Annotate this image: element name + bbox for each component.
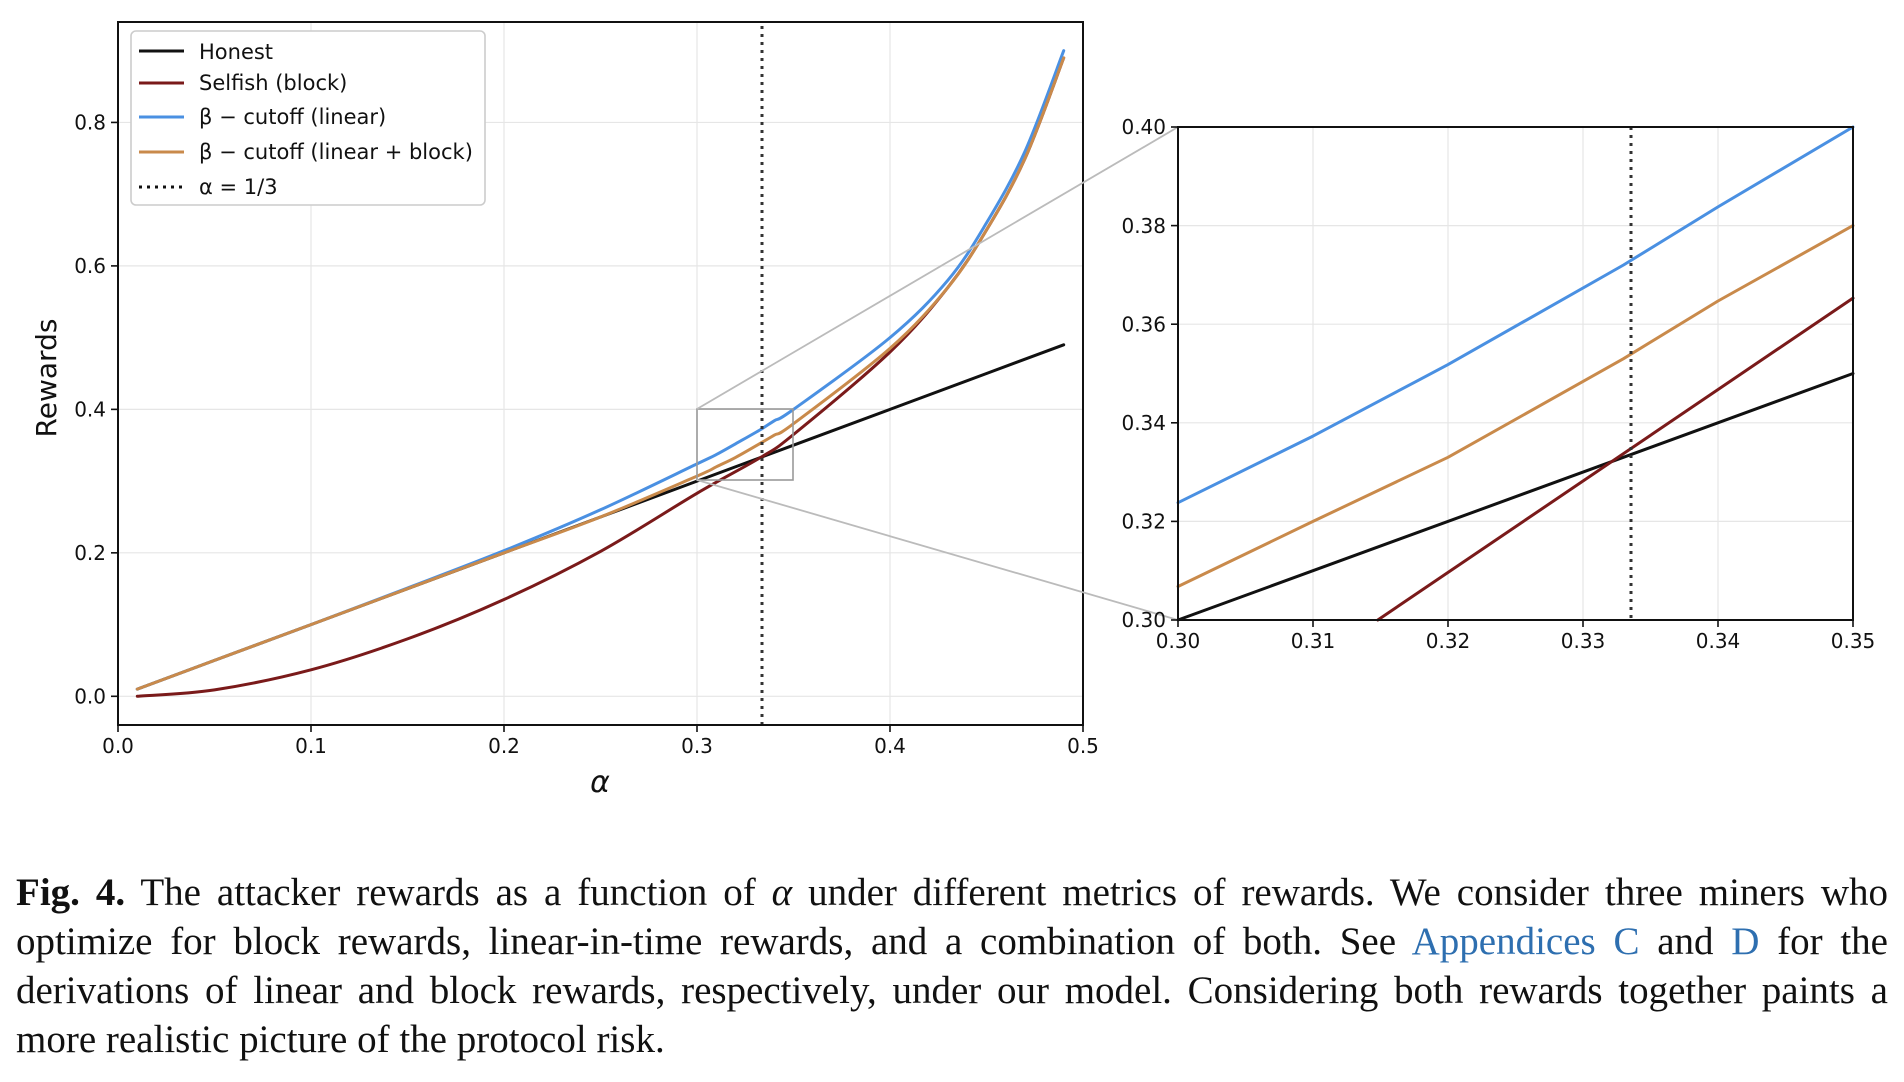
main-x-tick-label: 0.0 [102,734,134,758]
main-series-beta-linear-block [135,56,1066,691]
main-x-tick-label: 0.2 [488,734,520,758]
caption-link-appendix-d[interactable]: D [1731,920,1760,963]
zoom-y-tick-label: 0.40 [1121,115,1166,139]
zoom-series-honest [1176,372,1855,622]
zoom-connector-top [696,126,1179,410]
figure-caption: Fig. 4. The attacker rewards as a functi… [16,868,1888,1064]
legend-beta-linear-label: β − cutoff (linear) [199,105,386,129]
zoom-plot-frame [1177,126,1854,621]
caption-alpha: α [771,871,793,914]
caption-text-1: The attacker rewards as a function of [125,871,772,914]
zoom-series-selfish [1376,296,1855,622]
rewards-figure: 0.0 0.1 0.2 0.3 0.4 0.5 0.0 0.2 0.4 0.6 0.8 α Rewa… [30,21,1875,800]
zoom-x-tick-label: 0.35 [1831,629,1876,653]
zoom-indicator-box [696,408,794,481]
main-series-lines [135,49,1066,698]
main-y-tick-label: 0.6 [74,254,106,278]
caption-text-4: for the derivations of linear and block … [16,920,1888,1061]
main-y-tick-label: 0.8 [74,111,106,135]
caption-link-appendix-c[interactable]: Appendices C [1411,920,1640,963]
legend-selfish-label: Selfish (block) [199,71,347,95]
legend-alpha-label: α = 1/3 [199,175,278,199]
legend-honest-label: Honest [199,40,273,64]
main-plot-frame [117,21,1084,726]
zoom-x-tick-label: 0.31 [1291,629,1336,653]
zoom-y-tick-label: 0.30 [1121,608,1166,632]
zoom-ticks: 0.30 0.31 0.32 0.33 0.34 0.35 0.30 0.32 0.34 0.36… [1121,115,1875,653]
zoom-series-beta-linear [1176,125,1855,505]
main-x-tick-label: 0.1 [295,734,327,758]
main-x-tick-label: 0.3 [681,734,713,758]
zoom-series-lines [1176,125,1855,622]
zoom-x-tick-label: 0.34 [1696,629,1741,653]
zoom-connector-bottom [696,479,1179,621]
zoom-y-tick-label: 0.36 [1121,312,1166,336]
legend: Honest Selfish (block) β − cutoff (linea… [130,30,486,206]
zoom-x-tick-label: 0.32 [1426,629,1471,653]
legend-beta-linear-block-label: β − cutoff (linear + block) [199,140,473,164]
zoom-panel-background [1178,127,1853,620]
main-y-axis-label: Rewards [30,319,63,438]
main-x-tick-label: 0.5 [1067,734,1099,758]
caption-text-2: under different metrics of rewards. We c… [16,871,1888,963]
zoom-x-tick-label: 0.33 [1561,629,1606,653]
zoom-series-beta-linear-block [1176,224,1855,588]
main-x-axis-label: α [590,765,610,800]
caption-label: Fig. 4. [16,871,126,914]
zoom-y-tick-label: 0.32 [1121,510,1166,534]
legend-box [130,30,486,206]
zoom-y-tick-label: 0.38 [1121,214,1166,238]
main-x-tick-label: 0.4 [874,734,906,758]
main-y-tick-label: 0.0 [74,685,106,709]
zoom-y-tick-label: 0.34 [1121,411,1166,435]
caption-text-3: and [1639,920,1732,963]
main-y-tick-label: 0.4 [74,398,106,422]
zoom-x-tick-label: 0.30 [1156,629,1201,653]
main-y-tick-label: 0.2 [74,541,106,565]
main-ticks: 0.0 0.1 0.2 0.3 0.4 0.5 0.0 0.2 0.4 0.6 0.8 [74,111,1099,758]
